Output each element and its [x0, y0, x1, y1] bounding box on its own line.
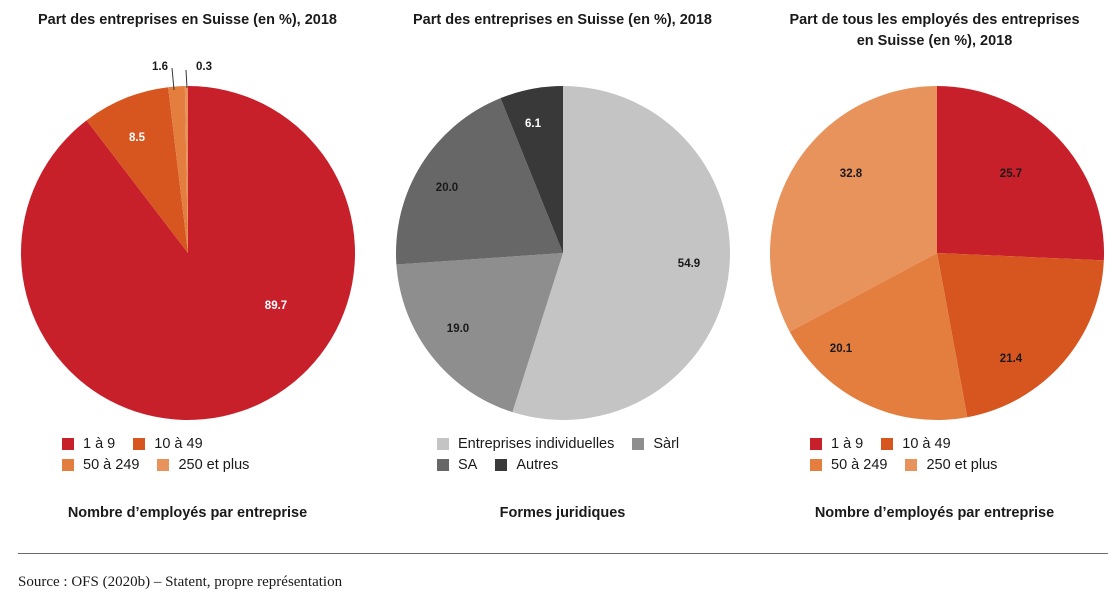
chart-legend: 1 à 9 10 à 49 50 à 249 250 et plus	[810, 433, 1015, 475]
pie-value-label: 8.5	[129, 132, 146, 144]
legend-swatch	[62, 458, 74, 471]
pie-slice	[512, 86, 730, 420]
chart-caption: Nombre d’employés par entreprise	[67, 505, 308, 521]
chart-panel-legal-form: Part des entreprises en Suisse (en %), 2…	[375, 0, 750, 540]
legend-swatch	[437, 437, 449, 450]
legend-item: 50 à 249	[62, 457, 139, 473]
chart-panel-employees: Part de tous les employés des entreprise…	[750, 0, 1119, 540]
pie-slice	[396, 253, 563, 413]
legend-label: 50 à 249	[83, 456, 140, 473]
pie-value-label: 20.0	[436, 182, 458, 194]
pie-value-label: 1.6	[152, 61, 168, 73]
chart-caption: Nombre d’employés par entreprise	[814, 505, 1055, 521]
pie-slice	[937, 86, 1105, 261]
pie-slice	[396, 98, 563, 265]
chart-panel-enterprise-size: Part des entreprises en Suisse (en %), 2…	[0, 0, 375, 540]
source-note: Source : OFS (2020b) – Statent, propre r…	[18, 574, 343, 590]
legend-label: 250 et plus	[926, 456, 998, 473]
legend-item: 250 et plus	[157, 457, 249, 473]
pie-value-label: 0.3	[196, 61, 212, 73]
pie-value-label: 19.0	[447, 323, 469, 335]
chart-title: Part de tous les employés des entreprise…	[789, 12, 1080, 49]
legend-swatch	[810, 458, 822, 471]
callout-line	[185, 69, 188, 89]
pie-value-label: 6.1	[525, 118, 542, 130]
legend-label: SA	[458, 456, 478, 473]
legend-label: Autres	[516, 456, 559, 473]
legend-item: 50 à 249	[810, 457, 887, 473]
pie-value-label: 21.4	[1000, 353, 1023, 365]
pie-chart-enterprise-size: 89.7 8.5 1.6 0.3	[21, 61, 356, 420]
callout-line	[171, 67, 175, 91]
legend-swatch	[905, 458, 918, 471]
pie-value-label: 54.9	[678, 258, 700, 270]
legend-label: Entreprises individuelles	[458, 435, 615, 452]
chart-legend: Entreprises individuelles Sàrl SA Autres	[437, 433, 697, 475]
legend-swatch	[881, 437, 894, 450]
legend-item: 1 à 9	[62, 436, 115, 452]
legend-swatch	[157, 458, 170, 471]
legend-swatch	[810, 437, 822, 450]
pie-value-label: 25.7	[1000, 168, 1022, 180]
pie-value-label: 20.1	[830, 343, 853, 355]
legend-label: 10 à 49	[154, 435, 203, 452]
pie-chart-employees: 25.7 21.4 20.1 32.8	[770, 86, 1105, 421]
legend-label: 1 à 9	[83, 435, 116, 452]
pie-slice	[168, 86, 188, 253]
legend-item: 250 et plus	[905, 457, 997, 473]
chart-title: Part des entreprises en Suisse (en %), 2…	[413, 12, 712, 28]
legend-swatch	[62, 437, 74, 450]
chart-caption: Formes juridiques	[499, 505, 626, 521]
chart-legend: 1 à 9 10 à 49 50 à 249 250 et plus	[62, 433, 267, 475]
pie-slice	[937, 253, 1104, 418]
legend-label: 10 à 49	[902, 435, 951, 452]
legend-label: 250 et plus	[178, 456, 250, 473]
pie-value-label: 32.8	[840, 168, 863, 180]
divider	[18, 553, 1108, 554]
pie-slice	[184, 86, 188, 253]
legend-swatch	[632, 437, 645, 450]
legend-label: 1 à 9	[831, 435, 864, 452]
legend-item: SA	[437, 457, 477, 473]
pie-slice	[21, 86, 356, 420]
pie-slice	[789, 253, 968, 421]
legend-label: Sàrl	[653, 435, 680, 452]
legend-swatch	[495, 458, 508, 471]
legend-item: 10 à 49	[133, 435, 203, 452]
pie-slice	[500, 86, 563, 253]
pie-chart-legal-form: 54.9 19.0 20.0 6.1	[396, 86, 730, 420]
legend-item: 10 à 49	[881, 435, 951, 452]
chart-title: Part des entreprises en Suisse (en %), 2…	[38, 12, 337, 28]
legend-swatch	[437, 458, 449, 471]
legend-label: 50 à 249	[831, 456, 888, 473]
legend-item: 1 à 9	[810, 436, 863, 452]
pie-slice	[86, 87, 188, 253]
legend-item: Sàrl	[632, 436, 679, 452]
pie-value-label: 89.7	[265, 300, 287, 312]
legend-item: Autres	[495, 457, 558, 473]
pie-slice	[770, 86, 937, 332]
legend-item: Entreprises individuelles	[437, 436, 614, 452]
legend-swatch	[133, 437, 146, 450]
